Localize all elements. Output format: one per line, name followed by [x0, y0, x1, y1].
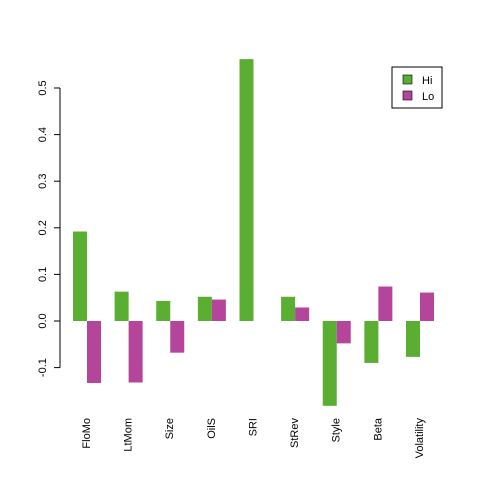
bar-hi-sri: [239, 59, 254, 321]
x-tick-label-flomo: FloMo: [81, 418, 93, 449]
x-tick-label-size: Size: [164, 418, 176, 439]
x-tick-label-style: Style: [331, 418, 343, 442]
bar-lo-size: [170, 321, 185, 353]
bar-lo-strev: [295, 307, 310, 321]
y-tick-label-1: 0.0: [37, 313, 49, 328]
x-tick-label-ltmom: LtMom: [123, 418, 135, 452]
y-axis: -0.1 0.0 0.1 0.2 0.3 0.4 0.5: [37, 80, 61, 377]
x-tick-label-volatility: Volatility: [414, 418, 426, 459]
legend-label-hi: Hi: [422, 75, 432, 87]
bar-lo-style: [336, 321, 351, 344]
y-tick-label-4: 0.3: [37, 174, 49, 189]
bar-lo-ltmom: [128, 321, 143, 383]
x-tick-label-sri: SRI: [247, 418, 259, 436]
x-tick-label-oils: OilS: [206, 418, 218, 439]
bar-lo-volatility: [420, 292, 434, 321]
bar-lo-flomo: [87, 321, 101, 383]
bar-hi-size: [156, 300, 171, 321]
bars-group: [73, 59, 434, 406]
legend-box: [391, 66, 443, 109]
legend-label-lo: Lo: [422, 91, 434, 103]
legend-swatch-lo: [402, 90, 413, 101]
bar-hi-style: [322, 321, 337, 406]
x-axis-labels: FloMo LtMom Size OilS SRI StRev Style Beta Volat…: [81, 417, 426, 458]
bar-lo-oils: [211, 299, 226, 321]
bar-hi-flomo: [73, 231, 87, 321]
legend: Hi Lo: [391, 66, 443, 109]
bar-hi-volatility: [406, 321, 420, 357]
bar-hi-oils: [197, 296, 212, 321]
bar-hi-beta: [364, 321, 379, 363]
y-tick-label-6: 0.5: [37, 80, 49, 95]
bar-lo-beta: [378, 286, 393, 321]
y-tick-label-5: 0.4: [37, 127, 49, 142]
y-tick-label-2: 0.1: [37, 267, 49, 282]
bar-hi-strev: [281, 296, 296, 321]
y-tick-label-0: -0.1: [37, 358, 49, 377]
bar-hi-ltmom: [114, 291, 129, 321]
legend-swatch-hi: [402, 74, 413, 85]
y-tick-label-3: 0.2: [37, 220, 49, 235]
x-tick-label-strev: StRev: [289, 418, 301, 448]
x-tick-label-beta: Beta: [372, 417, 384, 441]
